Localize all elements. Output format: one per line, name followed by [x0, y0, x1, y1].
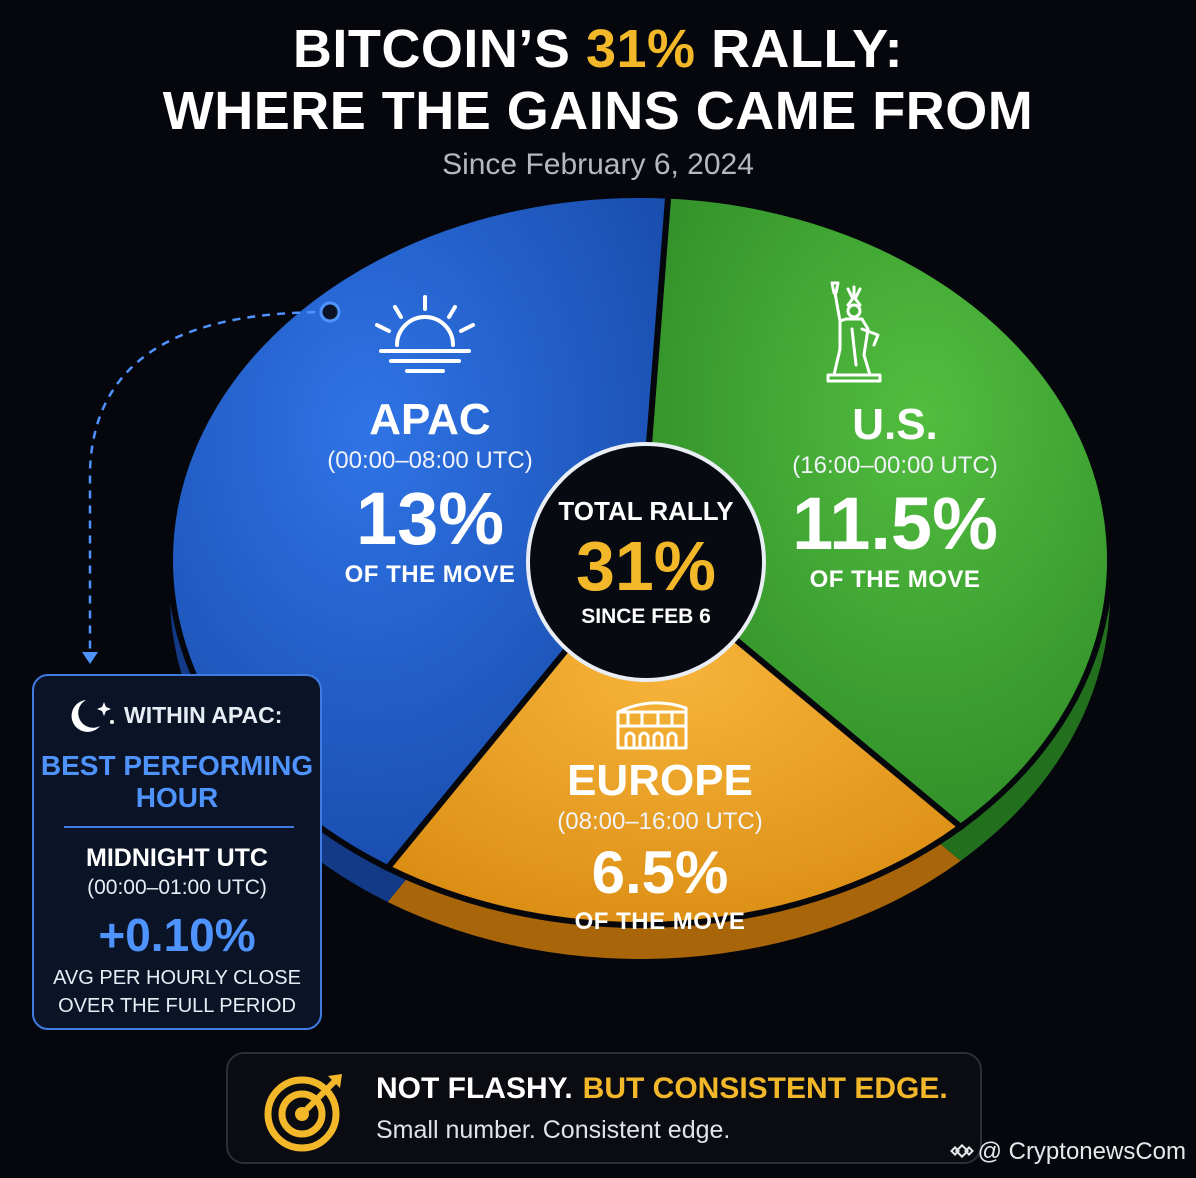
segment-name: U.S. — [852, 400, 938, 449]
segment-label-apac: APAC (00:00–08:00 UTC) 13% OF THE MOVE — [300, 395, 560, 589]
colosseum-icon — [616, 701, 688, 750]
chart-title-line2: Where the Gains Came From — [162, 81, 1034, 141]
target-icon — [264, 1074, 342, 1152]
segment-label-europe: EUROPE (08:00–16:00 UTC) 6.5% OF THE MOV… — [525, 756, 795, 936]
segment-time: (08:00–16:00 UTC) — [557, 808, 763, 835]
title-after: Rally: — [711, 19, 904, 79]
title-block: Bitcoin’s 31% Rally: Where the Gains Cam… — [0, 18, 1196, 182]
callout-anchor-dot — [319, 301, 341, 323]
banner-headline-white: NOT FLASHY. — [376, 1072, 573, 1105]
segment-move-label: OF THE MOVE — [344, 561, 516, 588]
segment-percent: 6.5% — [591, 839, 729, 906]
segment-name: APAC — [369, 395, 491, 444]
callout-connector — [88, 310, 331, 655]
total-rally-value: 31% — [575, 527, 717, 605]
callout-arrowhead — [82, 652, 98, 664]
title-before: Bitcoin’s — [292, 19, 571, 79]
segment-time: (00:00–08:00 UTC) — [327, 447, 533, 474]
segment-percent: 11.5% — [792, 482, 998, 565]
watermark: @ CryptonewsCom — [949, 1138, 1186, 1166]
binance-logo-icon — [949, 1143, 974, 1159]
moon-stars-icon — [71, 700, 114, 732]
callout-gain: +0.10% — [98, 909, 256, 961]
watermark-text: @ CryptonewsCom — [977, 1138, 1186, 1165]
chart-subtitle: Since February 6, 2024 — [442, 148, 754, 181]
banner-headline-yellow: BUT CONSISTENT EDGE. — [582, 1072, 948, 1105]
total-rally: TOTAL RALLY 31% SINCE FEB 6 — [524, 470, 768, 654]
callout-divider — [64, 826, 294, 828]
apac-callout: WITHIN APAC: BEST PERFORMING HOUR MIDNIG… — [32, 674, 322, 1030]
title-highlight: 31% — [585, 19, 696, 79]
center-badge — [526, 442, 766, 682]
banner-subline: Small number. Consistent edge. — [376, 1116, 731, 1144]
total-rally-label: TOTAL RALLY — [558, 496, 734, 526]
callout-hour: MIDNIGHT UTC — [86, 844, 268, 872]
total-rally-since: SINCE FEB 6 — [581, 605, 711, 628]
callout-hour-range: (00:00–01:00 UTC) — [87, 876, 267, 899]
sunrise-icon — [375, 295, 475, 373]
callout-best-line2: HOUR — [135, 782, 219, 813]
segment-move-label: OF THE MOVE — [809, 566, 981, 593]
segment-percent: 13% — [355, 477, 505, 560]
callout-avg-line1: AVG PER HOURLY CLOSE — [53, 967, 301, 989]
callout-avg-line2: OVER THE FULL PERIOD — [58, 995, 296, 1017]
callout-avg: AVG PER HOURLY CLOSE OVER THE FULL PERIO… — [34, 964, 320, 1020]
statue-of-liberty-icon — [826, 281, 882, 383]
segment-time: (16:00–00:00 UTC) — [792, 452, 998, 479]
segment-move-label: OF THE MOVE — [574, 908, 746, 935]
chart-title-line1: Bitcoin’s 31% Rally: — [0, 18, 1196, 80]
pie-slice-europe — [382, 555, 966, 928]
segment-name: EUROPE — [567, 756, 753, 805]
pie-slice-us — [636, 192, 1113, 831]
bottom-banner: NOT FLASHY. BUT CONSISTENT EDGE. Small nu… — [226, 1052, 982, 1164]
callout-heading: WITHIN APAC: — [124, 702, 283, 728]
banner-headline: NOT FLASHY. BUT CONSISTENT EDGE. — [376, 1072, 948, 1106]
segment-label-us: U.S. (16:00–00:00 UTC) 11.5% OF THE MOVE — [760, 400, 1030, 594]
callout-best-hour: BEST PERFORMING HOUR — [34, 750, 320, 814]
callout-best-line1: BEST PERFORMING — [40, 750, 314, 781]
